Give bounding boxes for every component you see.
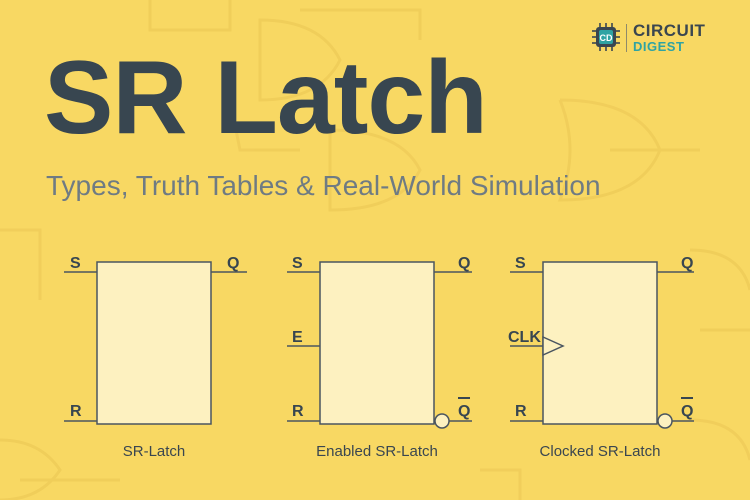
input-label-s: S: [292, 255, 303, 272]
logo-word-circuit: CIRCUIT: [633, 21, 706, 40]
input-label-r: R: [515, 403, 527, 420]
logo-chip-letters: CD: [600, 33, 613, 43]
inverter-bubble: [434, 413, 450, 429]
caption-enabled-sr-latch: Enabled SR-Latch: [316, 443, 438, 460]
chip-icon: CD: [592, 23, 620, 51]
output-label-q-bar: Q: [458, 403, 470, 420]
circuit-digest-logo: CD CIRCUIT DIGEST: [591, 20, 731, 56]
output-label-q: Q: [458, 255, 470, 272]
latch-block: [319, 261, 435, 425]
output-label-q-bar: Q: [681, 403, 693, 420]
input-label-r: R: [292, 403, 304, 420]
input-label-clk: CLK: [508, 329, 541, 346]
latch-block: [96, 261, 212, 425]
diagram-enabled-sr-latch: S E R Q Q: [287, 255, 472, 429]
page-title: SR Latch: [44, 40, 488, 156]
caption-sr-latch: SR-Latch: [122, 443, 186, 460]
clock-triangle-icon: [542, 335, 565, 357]
diagram-clocked-sr-latch: S CLK R Q Q: [508, 255, 694, 429]
caption-clocked-sr-latch: Clocked SR-Latch: [539, 443, 661, 460]
logo-word-digest: DIGEST: [633, 39, 685, 54]
input-label-r: R: [70, 403, 82, 420]
page-subtitle: Types, Truth Tables & Real-World Simulat…: [46, 170, 601, 201]
diagram-sr-latch: S R Q: [64, 255, 247, 425]
output-label-q: Q: [681, 255, 693, 272]
input-label-s: S: [515, 255, 526, 272]
input-label-s: S: [70, 255, 81, 272]
latch-block: [542, 261, 658, 425]
output-label-q: Q: [227, 255, 239, 272]
input-label-e: E: [292, 329, 303, 346]
inverter-bubble: [657, 413, 673, 429]
logo-divider: [626, 24, 627, 52]
